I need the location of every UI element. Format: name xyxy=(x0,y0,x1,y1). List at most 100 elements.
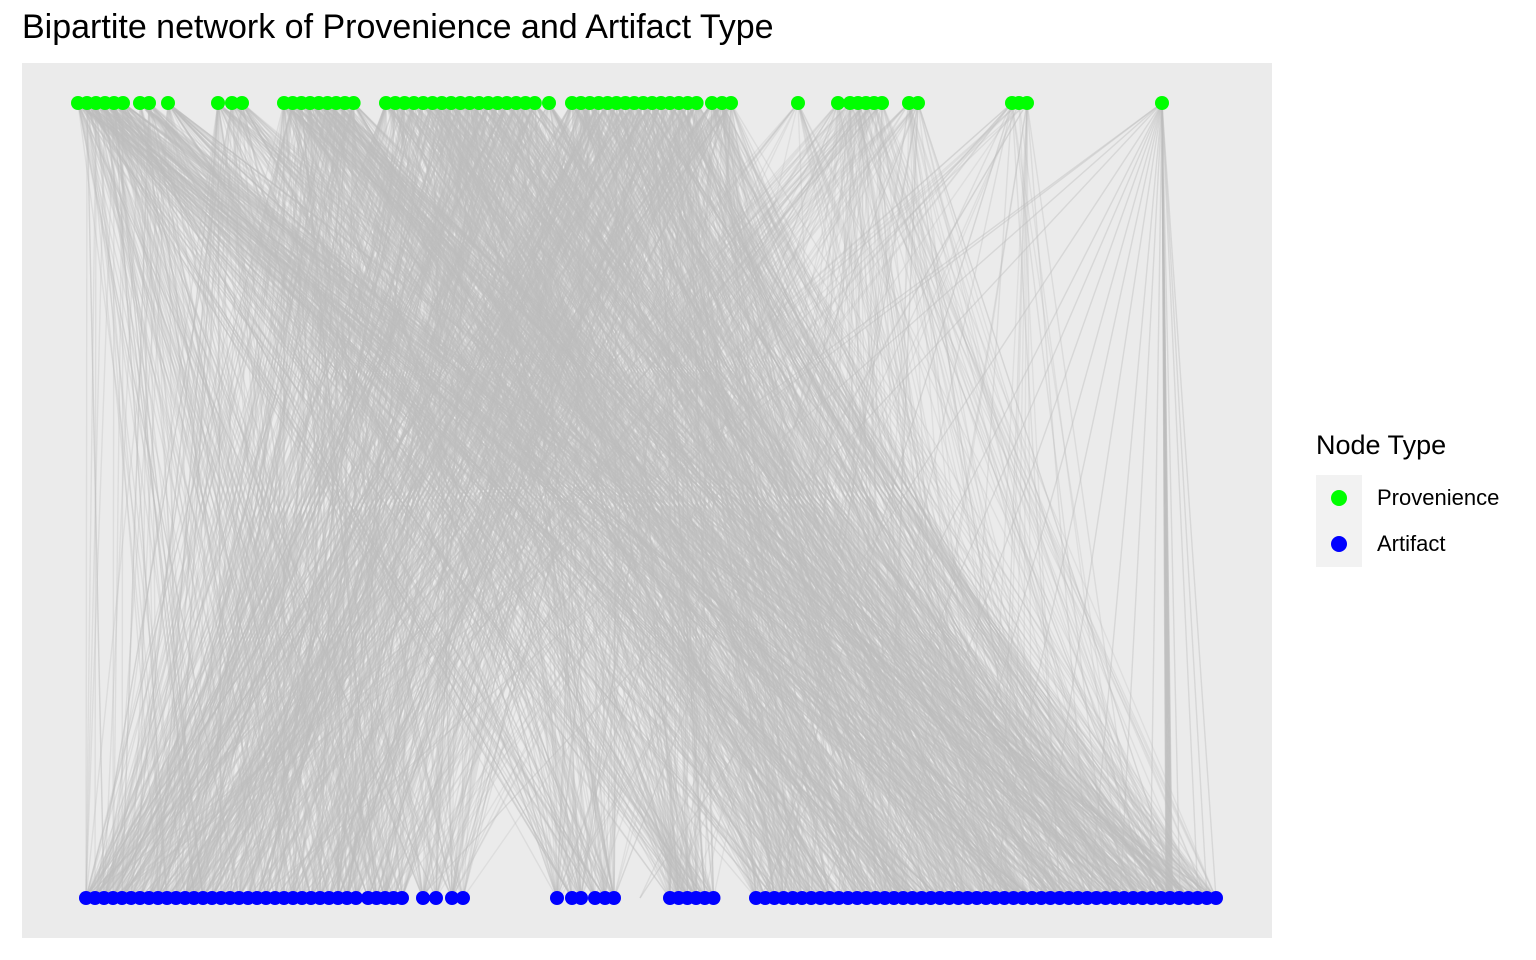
network-edge xyxy=(193,102,285,899)
network-edge xyxy=(193,102,387,899)
network-edge xyxy=(496,102,895,899)
network-edge xyxy=(139,102,626,899)
network-edge xyxy=(112,102,462,899)
network-edge xyxy=(394,102,606,899)
network-edge xyxy=(247,102,582,899)
network-edge xyxy=(337,102,671,899)
network-edge xyxy=(309,102,582,899)
network-edge xyxy=(326,102,706,899)
network-edge xyxy=(328,102,582,899)
network-edge xyxy=(148,102,159,899)
network-edge xyxy=(85,102,106,899)
network-edge xyxy=(355,102,662,899)
network-edge xyxy=(678,102,877,899)
network-edge xyxy=(256,102,732,899)
network-edge xyxy=(797,102,1015,899)
network-edge xyxy=(335,102,1116,899)
network-edge xyxy=(103,102,508,899)
network-edge xyxy=(238,102,627,899)
network-edge xyxy=(113,102,204,899)
network-edge xyxy=(77,102,240,899)
network-edge xyxy=(139,102,803,899)
network-edge xyxy=(469,102,615,899)
network-edge xyxy=(202,102,600,899)
network-edge xyxy=(571,102,1051,899)
network-edge xyxy=(274,102,698,899)
network-edge xyxy=(403,102,596,899)
network-edge xyxy=(401,102,550,899)
network-edge xyxy=(497,102,1005,899)
network-edge xyxy=(283,102,950,899)
network-edge xyxy=(167,102,941,899)
network-edge xyxy=(678,102,1061,899)
network-edge xyxy=(548,102,680,899)
network-edge xyxy=(335,102,1171,899)
network-edge xyxy=(344,102,840,899)
network-edge xyxy=(95,102,1162,899)
network-edge xyxy=(175,102,303,899)
network-edge xyxy=(77,102,969,899)
network-edge xyxy=(394,102,558,899)
network-edge xyxy=(148,102,387,899)
network-edge xyxy=(139,102,267,899)
network-edge xyxy=(211,102,243,899)
network-edge xyxy=(292,102,1070,899)
network-edge xyxy=(580,102,671,899)
network-edge xyxy=(678,102,1024,899)
network-edge xyxy=(86,102,573,899)
network-edge xyxy=(711,102,1125,899)
network-edge xyxy=(318,102,1180,899)
network-edge xyxy=(86,102,1033,899)
network-edge xyxy=(355,102,618,899)
network-edge xyxy=(422,102,858,899)
network-edge xyxy=(613,102,799,899)
network-edge xyxy=(615,102,868,899)
network-edge xyxy=(283,102,932,899)
network-edge xyxy=(548,102,757,899)
network-edge xyxy=(157,102,337,899)
network-edge xyxy=(401,102,644,899)
network-edge xyxy=(487,102,978,899)
network-edge xyxy=(148,102,443,899)
network-edge xyxy=(175,102,732,899)
network-edge xyxy=(283,102,508,899)
network-edge xyxy=(122,102,1125,899)
network-edge xyxy=(184,102,346,899)
network-edge xyxy=(462,102,517,899)
network-edge xyxy=(113,102,932,899)
network-edge xyxy=(487,102,1134,899)
network-edge xyxy=(337,102,387,899)
network-edge xyxy=(422,102,573,899)
network-edge xyxy=(139,102,348,899)
network-edge xyxy=(309,102,1125,899)
network-edge xyxy=(238,102,609,899)
network-edge xyxy=(478,102,1153,899)
network-edge xyxy=(392,102,1013,899)
network-edge xyxy=(669,102,1144,899)
network-edge xyxy=(1026,102,1033,899)
network-edge xyxy=(478,102,1125,899)
network-edge xyxy=(85,102,723,899)
network-edge xyxy=(450,102,606,899)
network-edge xyxy=(301,102,462,899)
network-edge xyxy=(450,102,831,899)
network-edge xyxy=(122,102,1162,899)
network-edge xyxy=(121,102,294,899)
network-edge xyxy=(86,102,1051,899)
network-edge xyxy=(487,102,923,899)
network-edge xyxy=(247,102,680,899)
network-edge xyxy=(139,102,1134,899)
network-edge xyxy=(441,102,776,899)
network-edge xyxy=(506,102,1024,899)
network-edge xyxy=(633,102,776,899)
network-edge xyxy=(651,102,1116,899)
network-edge xyxy=(103,102,294,899)
network-edge xyxy=(113,102,369,899)
network-edge xyxy=(385,102,812,899)
network-edge xyxy=(524,102,1171,899)
network-edge xyxy=(217,102,1143,899)
network-edge xyxy=(85,102,867,899)
network-edge xyxy=(112,102,508,899)
network-edge xyxy=(534,102,1208,899)
network-edge xyxy=(292,102,1180,899)
